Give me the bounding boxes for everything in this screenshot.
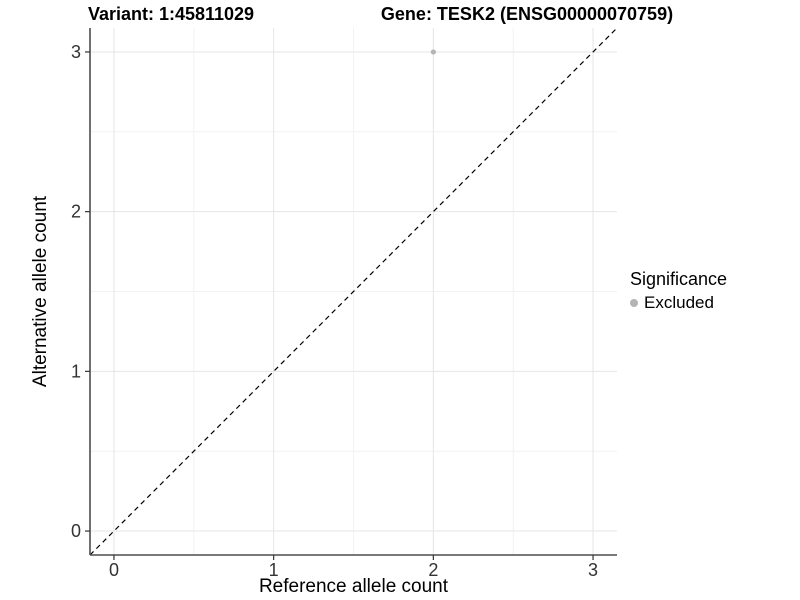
x-tick-label: 1 xyxy=(269,560,279,580)
legend: Significance Excluded xyxy=(630,268,727,313)
data-point xyxy=(430,49,436,55)
identity-line xyxy=(89,27,618,556)
y-axis-title: Alternative allele count xyxy=(30,195,51,387)
y-tick-label: 3 xyxy=(71,42,81,62)
y-tick-label: 1 xyxy=(71,361,81,381)
x-tick-label: 2 xyxy=(428,560,438,580)
gene-title: Gene: TESK2 (ENSG00000070759) xyxy=(380,4,674,24)
variant-title: Variant: 1:45811029 xyxy=(87,4,255,24)
legend-entry-label: Excluded xyxy=(644,293,714,312)
y-tick-label: 0 xyxy=(71,521,81,541)
x-tick-label: 0 xyxy=(109,560,119,580)
legend-title: Significance xyxy=(630,269,728,289)
legend-entry-excluded: Excluded xyxy=(630,292,727,313)
excluded-marker-icon xyxy=(630,298,638,307)
y-tick-label: 2 xyxy=(71,202,81,222)
x-tick-label: 3 xyxy=(588,560,598,580)
x-axis-title: Reference allele count xyxy=(259,576,449,597)
